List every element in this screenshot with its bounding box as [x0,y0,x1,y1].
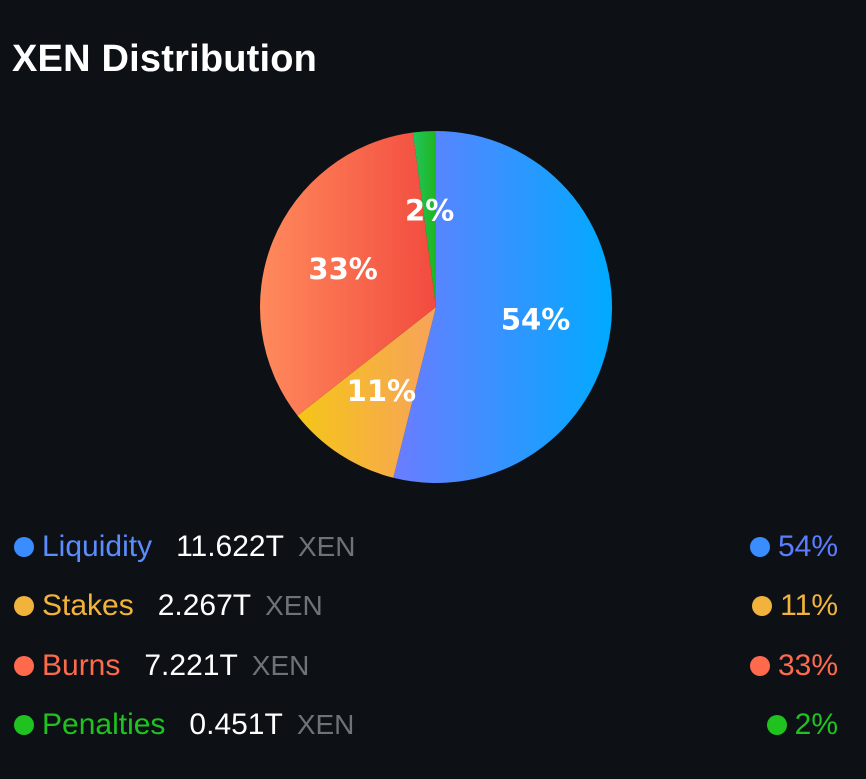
pie-slice-stakes [297,307,436,478]
legend-pct-dot-liquidity [749,537,770,557]
pie-label-penalties: 2% [405,193,454,227]
legend-dot-liquidity [14,537,34,557]
legend-name-burns: Burns [42,649,121,682]
legend-amount-stakes: 2.267T [157,589,252,622]
pie-label-stakes: 11% [347,374,416,408]
legend-name-stakes: Stakes [42,589,134,622]
pie-label-liquidity: 54% [501,302,570,336]
legend-row-liquidity: Liquidity 11.622T XEN 54% [14,527,838,567]
chart-title: XEN Distribution [12,38,318,80]
pie-label-burns: 33% [308,252,377,286]
legend-pct-penalties: 2% [794,708,838,741]
legend-unit-liquidity: XEN [297,531,356,562]
legend-pct-dot-burns [749,656,770,676]
legend-pct-burns: 33% [777,649,838,682]
pie-chart: 54% 11% 33% 2% [259,131,613,483]
legend-name-penalties: Penalties [42,708,166,741]
legend-name-liquidity: Liquidity [42,530,153,563]
legend-pct-stakes: 11% [780,589,838,622]
legend-amount-penalties: 0.451T [189,708,283,741]
pie-slice-burns [259,132,436,416]
legend-row-stakes: Stakes 2.267T XEN 11% [14,586,838,626]
pie-slice-liquidity [393,131,613,483]
legend-dot-penalties [14,715,34,735]
legend-pct-dot-stakes [752,596,773,616]
pie-slice-penalties [412,131,436,307]
legend-pct-dot-penalties [766,715,787,735]
legend-amount-burns: 7.221T [144,649,238,682]
legend-dot-burns [14,656,34,676]
legend-row-penalties: Penalties 0.451T XEN 2% [14,705,838,745]
legend-dot-stakes [14,596,34,616]
legend-unit-burns: XEN [251,650,310,681]
legend-pct-liquidity: 54% [777,530,838,563]
legend-unit-penalties: XEN [296,709,355,740]
legend-unit-stakes: XEN [265,590,323,621]
legend-row-burns: Burns 7.221T XEN 33% [14,646,838,686]
legend-amount-liquidity: 11.622T [176,530,284,563]
